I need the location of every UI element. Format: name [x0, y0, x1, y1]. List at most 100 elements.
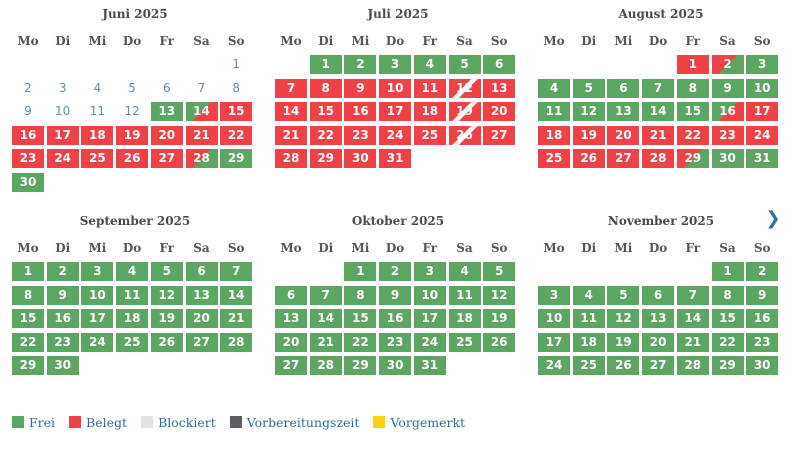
day-cell[interactable]: 9: [344, 78, 377, 98]
day-cell[interactable]: 30: [711, 149, 744, 168]
day-cell[interactable]: 16: [379, 309, 412, 328]
day-cell[interactable]: 20: [185, 309, 218, 328]
day-cell[interactable]: 27: [607, 149, 640, 168]
day-cell[interactable]: 27: [483, 125, 516, 145]
day-cell[interactable]: 24: [379, 125, 412, 145]
day-cell[interactable]: 8: [711, 285, 744, 305]
day-cell[interactable]: 18: [572, 332, 605, 352]
day-cell[interactable]: 24: [46, 149, 79, 168]
day-cell[interactable]: 28: [275, 149, 307, 168]
day-cell[interactable]: 13: [185, 285, 218, 305]
day-cell[interactable]: 9: [711, 78, 744, 98]
day-cell[interactable]: 14: [220, 285, 253, 305]
day-cell[interactable]: 19: [150, 309, 183, 328]
day-cell[interactable]: 12: [572, 102, 605, 121]
day-cell[interactable]: 27: [275, 356, 307, 375]
day-cell[interactable]: 18: [116, 309, 149, 328]
day-cell[interactable]: 27: [150, 149, 183, 168]
day-cell[interactable]: 14: [275, 102, 307, 121]
day-cell[interactable]: 29: [676, 149, 709, 168]
day-cell[interactable]: 22: [220, 125, 253, 145]
day-cell[interactable]: 3: [538, 285, 570, 305]
day-cell[interactable]: 17: [746, 102, 779, 121]
day-cell[interactable]: 10: [413, 285, 446, 305]
day-cell[interactable]: 1: [676, 55, 709, 74]
day-cell[interactable]: 21: [220, 309, 253, 328]
day-cell[interactable]: 25: [448, 332, 481, 352]
day-cell[interactable]: 25: [572, 356, 605, 375]
day-cell[interactable]: 23: [746, 332, 779, 352]
day-cell[interactable]: 25: [81, 149, 114, 168]
day-cell[interactable]: 28: [309, 356, 342, 375]
day-cell[interactable]: 31: [746, 149, 779, 168]
day-cell[interactable]: 4: [572, 285, 605, 305]
day-cell[interactable]: 28: [185, 149, 218, 168]
day-cell[interactable]: 21: [309, 332, 342, 352]
day-cell[interactable]: 24: [413, 332, 446, 352]
day-cell[interactable]: 22: [309, 125, 342, 145]
day-cell[interactable]: 18: [538, 125, 570, 145]
day-cell[interactable]: 20: [483, 102, 516, 121]
day-cell[interactable]: 29: [309, 149, 342, 168]
day-cell[interactable]: 3: [746, 55, 779, 74]
day-cell[interactable]: 5: [572, 78, 605, 98]
day-cell[interactable]: 20: [150, 125, 183, 145]
day-cell[interactable]: 8: [309, 78, 342, 98]
day-cell[interactable]: 22: [711, 332, 744, 352]
day-cell[interactable]: 9: [379, 285, 412, 305]
day-cell[interactable]: 1: [711, 262, 744, 281]
day-cell[interactable]: 12: [150, 285, 183, 305]
day-cell[interactable]: 18: [448, 309, 481, 328]
day-cell[interactable]: 11: [538, 102, 570, 121]
day-cell[interactable]: 31: [413, 356, 446, 375]
day-cell[interactable]: 7: [275, 78, 307, 98]
day-cell[interactable]: 9: [746, 285, 779, 305]
day-cell[interactable]: 14: [676, 309, 709, 328]
day-cell[interactable]: 29: [711, 356, 744, 375]
day-cell[interactable]: 18: [81, 125, 114, 145]
day-cell[interactable]: 11: [448, 285, 481, 305]
day-cell[interactable]: 17: [538, 332, 570, 352]
day-cell[interactable]: 5: [448, 55, 481, 74]
day-cell[interactable]: 23: [12, 149, 44, 168]
day-cell[interactable]: 2: [344, 55, 377, 74]
day-cell[interactable]: 22: [344, 332, 377, 352]
day-cell[interactable]: 3: [379, 55, 412, 74]
day-cell[interactable]: 16: [711, 102, 744, 121]
day-cell[interactable]: 4: [116, 262, 149, 281]
day-cell[interactable]: 17: [413, 309, 446, 328]
day-cell[interactable]: 21: [642, 125, 675, 145]
day-cell[interactable]: 7: [220, 262, 253, 281]
day-cell[interactable]: 25: [538, 149, 570, 168]
day-cell[interactable]: 30: [746, 356, 779, 375]
day-cell[interactable]: 19: [448, 102, 481, 121]
day-cell[interactable]: 14: [642, 102, 675, 121]
day-cell[interactable]: 25: [413, 125, 446, 145]
day-cell[interactable]: 24: [746, 125, 779, 145]
next-month-button[interactable]: ❯: [764, 208, 782, 230]
day-cell[interactable]: 4: [448, 262, 481, 281]
day-cell[interactable]: 8: [676, 78, 709, 98]
day-cell[interactable]: 19: [572, 125, 605, 145]
day-cell[interactable]: 26: [483, 332, 516, 352]
day-cell[interactable]: 2: [746, 262, 779, 281]
day-cell[interactable]: 15: [309, 102, 342, 121]
day-cell[interactable]: 7: [309, 285, 342, 305]
day-cell[interactable]: 10: [379, 78, 412, 98]
day-cell[interactable]: 31: [379, 149, 412, 168]
day-cell[interactable]: 1: [309, 55, 342, 74]
day-cell[interactable]: 11: [116, 285, 149, 305]
day-cell[interactable]: 30: [344, 149, 377, 168]
day-cell[interactable]: 18: [413, 102, 446, 121]
day-cell[interactable]: 17: [46, 125, 79, 145]
day-cell[interactable]: 7: [642, 78, 675, 98]
day-cell[interactable]: 28: [642, 149, 675, 168]
day-cell[interactable]: 21: [275, 125, 307, 145]
day-cell[interactable]: 20: [607, 125, 640, 145]
day-cell[interactable]: 29: [12, 356, 44, 375]
day-cell[interactable]: 29: [344, 356, 377, 375]
day-cell[interactable]: 19: [116, 125, 149, 145]
day-cell[interactable]: 30: [379, 356, 412, 375]
day-cell[interactable]: 2: [379, 262, 412, 281]
day-cell[interactable]: 6: [642, 285, 675, 305]
